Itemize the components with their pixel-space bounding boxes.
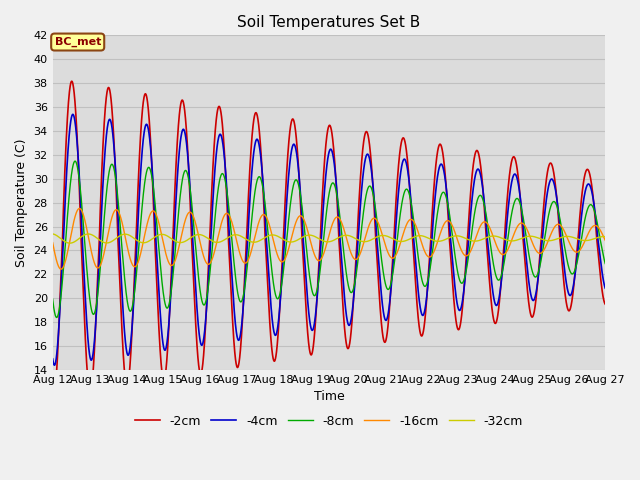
-32cm [601, 234, 609, 240]
-8cm [204, 291, 211, 297]
-2cm [49, 396, 57, 402]
-16cm [601, 237, 609, 243]
Line: -8cm: -8cm [52, 161, 605, 317]
-32cm [393, 238, 401, 243]
-32cm [167, 236, 175, 241]
Text: BC_met: BC_met [54, 37, 101, 47]
-16cm [393, 251, 401, 256]
-2cm [393, 187, 401, 192]
-8cm [383, 286, 391, 291]
-16cm [49, 240, 56, 246]
-4cm [204, 295, 211, 301]
Legend: -2cm, -4cm, -8cm, -16cm, -32cm: -2cm, -4cm, -8cm, -16cm, -32cm [130, 410, 528, 432]
-16cm [57, 266, 65, 272]
-8cm [393, 241, 401, 247]
-8cm [53, 314, 61, 320]
-32cm [383, 233, 391, 239]
-4cm [51, 362, 58, 368]
-32cm [204, 235, 211, 241]
-8cm [168, 288, 175, 293]
-2cm [68, 78, 76, 84]
-4cm [601, 285, 609, 290]
-8cm [71, 158, 79, 164]
Line: -16cm: -16cm [52, 208, 605, 269]
Y-axis label: Soil Temperature (C): Soil Temperature (C) [15, 138, 28, 267]
-32cm [49, 231, 56, 237]
-16cm [383, 247, 391, 253]
-4cm [49, 356, 56, 362]
-4cm [393, 211, 401, 217]
-2cm [49, 395, 56, 401]
-16cm [602, 238, 609, 243]
Line: -4cm: -4cm [52, 114, 605, 365]
-32cm [66, 240, 74, 246]
-16cm [204, 261, 211, 267]
-2cm [204, 288, 211, 294]
-2cm [168, 271, 175, 276]
X-axis label: Time: Time [314, 390, 344, 403]
-4cm [549, 178, 557, 183]
-8cm [602, 261, 609, 266]
-32cm [549, 237, 557, 243]
-4cm [168, 283, 175, 288]
-2cm [549, 166, 557, 172]
-16cm [549, 227, 557, 233]
-4cm [602, 285, 609, 291]
-16cm [168, 263, 175, 268]
-8cm [549, 199, 557, 205]
-2cm [601, 301, 609, 307]
-8cm [601, 260, 609, 266]
-2cm [383, 331, 391, 337]
-4cm [69, 111, 77, 117]
-4cm [383, 316, 391, 322]
-32cm [602, 234, 609, 240]
Line: -32cm: -32cm [52, 234, 605, 243]
Title: Soil Temperatures Set B: Soil Temperatures Set B [237, 15, 420, 30]
-8cm [49, 296, 56, 302]
Line: -2cm: -2cm [52, 81, 605, 399]
-2cm [602, 301, 609, 307]
-16cm [76, 205, 83, 211]
